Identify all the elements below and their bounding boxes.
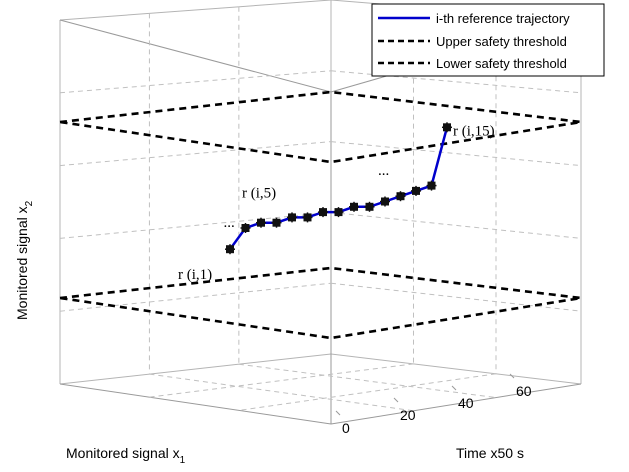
grid-floor-b-0 <box>149 363 414 398</box>
time-tick-mark-2 <box>451 385 457 391</box>
trajectory-point-7 <box>318 207 328 218</box>
box-edge-4 <box>59 353 332 385</box>
trajectory-point-3 <box>256 217 266 228</box>
trajectory-point-6 <box>302 212 313 223</box>
trajectory-point-12 <box>395 191 406 202</box>
annotation-1: r (i,5) <box>242 185 276 201</box>
trajectory-point-8 <box>333 207 344 218</box>
time-tick-mark-0 <box>335 410 341 416</box>
time-tick-mark-3 <box>509 373 515 379</box>
legend-label-upper: Upper safety threshold <box>436 34 567 49</box>
grid-left-wall-2 <box>59 211 332 239</box>
annotation-5: ... <box>396 183 407 199</box>
annotation-0: r (i,1) <box>178 267 212 283</box>
trajectory-point-14 <box>426 180 437 191</box>
time-axis-label: Time x50 s <box>456 445 524 461</box>
box-edge-0 <box>59 0 332 21</box>
x2-axis-label: Monitored signal x2 <box>14 200 35 320</box>
time-tick-mark-1 <box>393 397 399 403</box>
legend: i-th reference trajectory Upper safety t… <box>371 3 605 77</box>
time-ticks: 0 20 40 60 <box>335 373 532 436</box>
time-tick-label-3: 60 <box>516 383 532 399</box>
grid-left-wall-0 <box>59 70 332 94</box>
grid-left-wall-1 <box>59 141 332 167</box>
box-front-edge-4 <box>330 383 582 425</box>
annotation-3: ... <box>224 215 235 231</box>
x1-axis-label: Monitored signal x1 <box>66 445 186 466</box>
trajectory-point-11 <box>380 196 390 207</box>
annotation-4: ... <box>378 163 389 179</box>
grid-right-wall-0 <box>330 70 582 94</box>
grid-right-wall-3 <box>330 282 582 312</box>
legend-label-trajectory: i-th reference trajectory <box>436 11 570 26</box>
box-front-edge-0 <box>59 19 332 93</box>
trajectory-point-1 <box>225 244 235 255</box>
grid-floor-b-1 <box>238 373 497 411</box>
trajectory-point-9 <box>349 201 359 212</box>
trajectory-point-15 <box>442 122 452 133</box>
grid-right-wall-2 <box>330 211 582 239</box>
annotation-2: r (i,15) <box>453 123 495 139</box>
box-edge-5 <box>330 353 582 385</box>
legend-label-lower: Lower safety threshold <box>436 56 567 71</box>
trajectory <box>225 122 452 255</box>
grid-lines <box>59 6 582 412</box>
time-tick-label-2: 40 <box>458 395 474 411</box>
safety-thresholds <box>59 90 582 340</box>
trajectory-point-13 <box>411 185 421 196</box>
trajectory-point-10 <box>364 201 375 212</box>
time-tick-label-0: 0 <box>342 420 350 436</box>
grid-left-wall-3 <box>59 282 332 312</box>
threshold-lower <box>59 266 582 340</box>
trajectory-point-2 <box>240 223 251 233</box>
time-tick-label-1: 20 <box>400 407 416 423</box>
grid-right-wall-1 <box>330 141 582 167</box>
trajectory-point-4 <box>271 217 282 228</box>
trajectory-point-5 <box>287 212 297 223</box>
grid-floor-a-1 <box>238 363 497 399</box>
threshold-upper <box>59 90 582 164</box>
annotations: r (i,1) r (i,5) r (i,15)......... <box>178 123 495 283</box>
box-front-edge-3 <box>59 383 332 425</box>
